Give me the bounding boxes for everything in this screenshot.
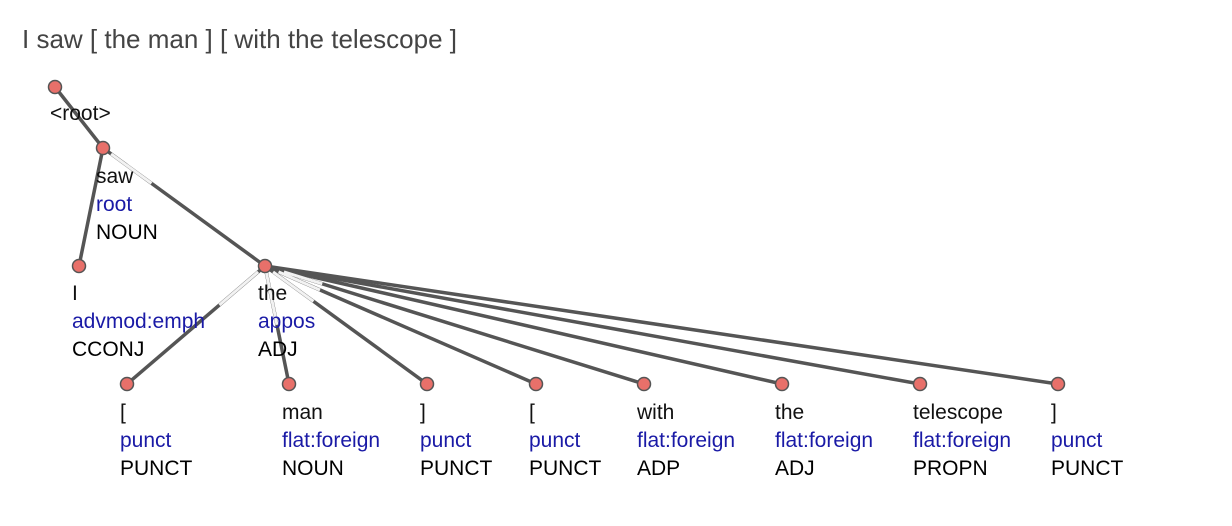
edge-the1-rb2 (264, 264, 1059, 386)
token-form: telescope (913, 401, 1003, 424)
token-form: ] (1051, 401, 1057, 424)
token-form: I (72, 282, 78, 305)
sentence-text: I saw [ the man ] [ with the telescope ] (22, 24, 457, 54)
token-label-man: man flat:foreign NOUN (282, 401, 380, 480)
token-label-telescope: telescope flat:foreign PROPN (913, 401, 1011, 480)
token-label-saw: saw root NOUN (96, 165, 158, 244)
token-deprel: punct (120, 429, 172, 452)
node-saw[interactable] (95, 140, 111, 156)
edge-the1-the2 (264, 264, 783, 386)
token-form: <root> (50, 102, 111, 125)
token-label-the2: the flat:foreign ADJ (775, 401, 873, 480)
token-form: saw (96, 165, 134, 188)
token-form: the (775, 401, 804, 424)
token-upos: PUNCT (420, 457, 493, 480)
edge-root-saw (53, 85, 105, 150)
token-form: with (636, 401, 674, 424)
token-label-lb1: [ punct PUNCT (120, 401, 193, 480)
node-lb1[interactable] (119, 376, 135, 392)
token-form: [ (120, 401, 126, 424)
token-upos: NOUN (282, 457, 344, 480)
token-form: the (258, 282, 287, 305)
node-rb2[interactable] (1050, 376, 1066, 392)
token-upos: PROPN (913, 457, 988, 480)
node-man[interactable] (281, 376, 297, 392)
edge-highlight-saw-the1 (110, 152, 153, 185)
node-I[interactable] (71, 258, 87, 274)
node-root[interactable] (47, 79, 63, 95)
edge-saw-I (77, 147, 105, 267)
token-deprel: advmod:emph (72, 310, 205, 333)
token-label-lb2: [ punct PUNCT (529, 401, 602, 480)
token-deprel: flat:foreign (282, 429, 380, 452)
token-label-rb2: ] punct PUNCT (1051, 401, 1124, 480)
token-deprel: flat:foreign (775, 429, 873, 452)
edge-highlight-the1-rb1 (272, 270, 315, 303)
token-upos: CCONJ (72, 338, 144, 361)
edge-highlight-the1-man (264, 271, 279, 326)
edge-highlight-the1-with (283, 270, 323, 286)
edge-the1-with (264, 264, 645, 386)
node-with[interactable] (636, 376, 652, 392)
token-label-the1: the appos ADJ (258, 282, 315, 361)
token-upos: ADJ (775, 457, 815, 480)
tree-edges (53, 85, 1059, 386)
node-the1[interactable] (257, 258, 273, 274)
token-deprel: flat:foreign (913, 429, 1011, 452)
token-form: [ (529, 401, 535, 424)
token-form: man (282, 401, 323, 424)
token-upos: NOUN (96, 221, 158, 244)
token-upos: PUNCT (1051, 457, 1124, 480)
token-deprel: punct (529, 429, 581, 452)
token-deprel: appos (258, 310, 315, 333)
node-telescope[interactable] (912, 376, 928, 392)
token-upos: PUNCT (120, 457, 193, 480)
node-lb2[interactable] (528, 376, 544, 392)
token-deprel: punct (1051, 429, 1103, 452)
token-form: ] (420, 401, 426, 424)
edge-highlight-the1-lb2 (277, 270, 321, 292)
node-the2[interactable] (774, 376, 790, 392)
token-label-root: <root> (50, 102, 111, 125)
token-label-rb1: ] punct PUNCT (420, 401, 493, 480)
token-deprel: punct (420, 429, 472, 452)
edge-highlight-the1-lb1 (218, 270, 260, 307)
token-label-with: with flat:foreign ADP (636, 401, 735, 480)
edge-the1-telescope (264, 264, 921, 386)
token-upos: PUNCT (529, 457, 602, 480)
token-deprel: flat:foreign (637, 429, 735, 452)
tree-nodes (47, 79, 1066, 392)
token-upos: ADP (637, 457, 680, 480)
token-upos: ADJ (258, 338, 298, 361)
token-deprel: root (96, 193, 132, 216)
node-rb1[interactable] (419, 376, 435, 392)
